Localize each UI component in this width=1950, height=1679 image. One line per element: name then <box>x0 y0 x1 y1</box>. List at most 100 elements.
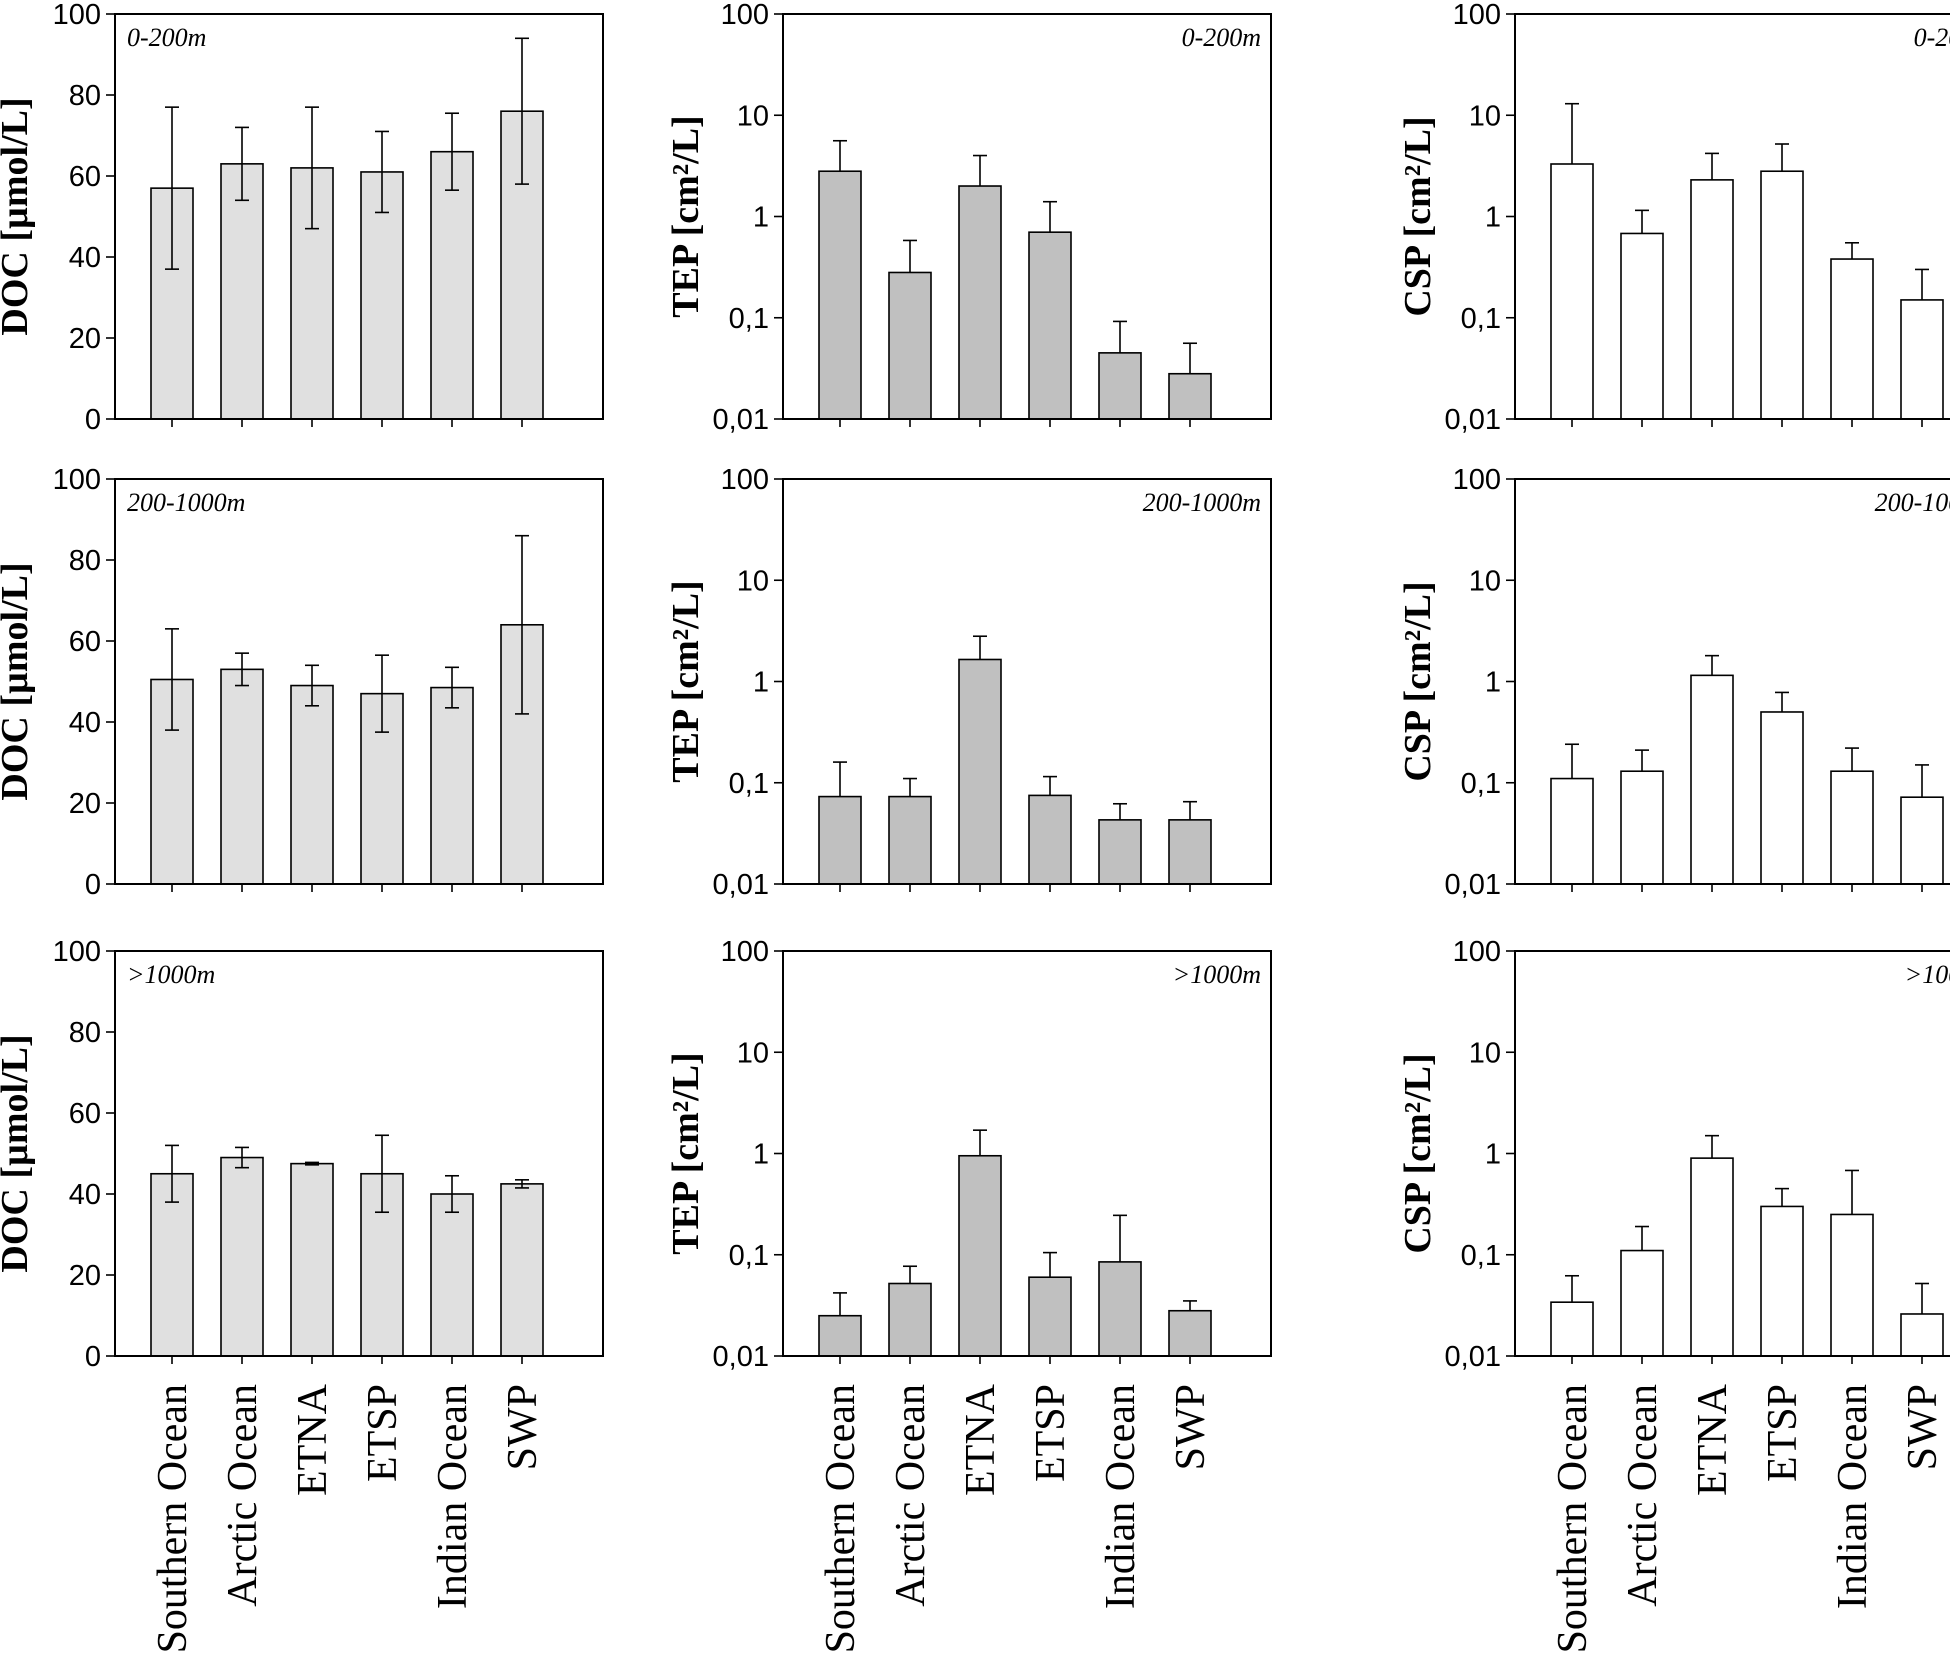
x-category-label: SWP <box>1168 1384 1214 1470</box>
y-tick-label: 0,1 <box>1461 303 1501 335</box>
x-category-label: Southern Ocean <box>150 1384 196 1653</box>
y-tick-label: 60 <box>69 1098 101 1130</box>
y-tick-label: 80 <box>69 545 101 577</box>
depth-label: 200-1000m <box>1143 488 1261 517</box>
panel-tep-0-200: 0,01 0,1 1 10 100 TEP [cm²/L] 0-200m <box>665 0 1272 436</box>
bar-tep <box>888 795 932 885</box>
panel-doc-0-200: 0 20 40 60 80 100 DOC [µmol/L] 0-200m <box>0 0 604 436</box>
bar-doc <box>430 1193 474 1357</box>
bar-tep <box>1028 231 1072 420</box>
bar-tep <box>1098 819 1142 885</box>
y-tick-label: 100 <box>1453 464 1501 496</box>
bar-tep <box>958 1154 1002 1357</box>
bar-tep <box>1168 372 1212 420</box>
bar-tep <box>888 271 932 420</box>
y-tick-label: 1 <box>1485 667 1501 699</box>
y-axis-label: CSP [cm²/L] <box>1397 581 1439 781</box>
y-tick-label: 0,1 <box>729 303 769 335</box>
y-tick-label: 0,01 <box>1445 404 1501 436</box>
y-tick-label: 100 <box>721 936 769 968</box>
y-tick-label: 0,01 <box>713 404 769 436</box>
y-tick-label: 60 <box>69 161 101 193</box>
bar-doc <box>430 150 474 420</box>
bar-tep <box>1098 352 1142 420</box>
bar-tep <box>1028 1276 1072 1357</box>
bar-csp <box>1760 1205 1804 1357</box>
depth-label: 0-200m <box>1914 23 1950 52</box>
x-category-label: Arctic Ocean <box>888 1384 934 1607</box>
x-category-label: Indian Ocean <box>1098 1384 1144 1609</box>
bar-tep <box>1028 794 1072 885</box>
y-tick-label: 1 <box>1485 1139 1501 1171</box>
y-tick-label: 100 <box>721 0 769 31</box>
x-category-label: ETNA <box>958 1383 1004 1496</box>
x-category-label: ETSP <box>1028 1384 1074 1482</box>
y-tick-label: 10 <box>1469 100 1501 132</box>
y-tick-label: 0 <box>85 1341 101 1373</box>
y-tick-label: 100 <box>1453 0 1501 31</box>
bar-csp <box>1830 1213 1874 1357</box>
bar-csp <box>1550 163 1594 420</box>
x-category-label: SWP <box>1900 1384 1946 1470</box>
y-tick-label: 0,01 <box>713 869 769 901</box>
bar-tep <box>818 170 862 420</box>
y-tick-label: 100 <box>1453 936 1501 968</box>
y-tick-label: 100 <box>53 936 101 968</box>
y-tick-label: 40 <box>69 707 101 739</box>
y-tick-label: 10 <box>737 1037 769 1069</box>
bar-csp <box>1900 1313 1944 1357</box>
y-tick-label: 80 <box>69 80 101 112</box>
y-tick-label: 10 <box>1469 565 1501 597</box>
y-axis-label: DOC [µmol/L] <box>0 562 36 800</box>
y-tick-label: 1 <box>753 667 769 699</box>
y-axis-label: TEP [cm²/L] <box>665 1052 707 1254</box>
bar-csp <box>1900 299 1944 420</box>
bar-tep <box>958 658 1002 885</box>
y-tick-label: 40 <box>69 242 101 274</box>
plot-frame <box>114 478 604 885</box>
depth-label: >1000m <box>1905 960 1950 989</box>
y-axis-label: CSP [cm²/L] <box>1397 1053 1439 1253</box>
y-tick-label: 0 <box>85 869 101 901</box>
bar-csp <box>1830 770 1874 885</box>
y-tick-label: 0 <box>85 404 101 436</box>
bar-csp <box>1690 1157 1734 1357</box>
plot-frame <box>114 13 604 420</box>
bar-tep <box>818 1314 862 1357</box>
bar-doc <box>220 163 264 420</box>
bar-csp <box>1900 796 1944 885</box>
x-category-label: Arctic Ocean <box>1620 1384 1666 1607</box>
y-axis-label: DOC [µmol/L] <box>0 97 36 335</box>
y-tick-label: 100 <box>721 464 769 496</box>
y-axis-label: DOC [µmol/L] <box>0 1034 36 1272</box>
y-tick-label: 60 <box>69 626 101 658</box>
y-tick-label: 40 <box>69 1179 101 1211</box>
bar-csp <box>1620 1249 1664 1357</box>
bar-doc <box>430 686 474 885</box>
bar-csp <box>1760 711 1804 885</box>
y-tick-label: 10 <box>737 100 769 132</box>
bar-csp <box>1620 232 1664 420</box>
bar-tep <box>1168 819 1212 885</box>
bar-csp <box>1760 170 1804 420</box>
bar-csp <box>1620 770 1664 885</box>
plot-frame <box>114 950 604 1357</box>
x-category-label: Indian Ocean <box>1830 1384 1876 1609</box>
bar-tep <box>888 1282 932 1357</box>
y-tick-label: 0,01 <box>1445 869 1501 901</box>
x-category-label: Southern Ocean <box>1550 1384 1596 1653</box>
bar-csp <box>1690 179 1734 420</box>
bar-csp <box>1550 777 1594 885</box>
bar-tep <box>958 185 1002 420</box>
depth-label: >1000m <box>127 960 215 989</box>
x-category-label: SWP <box>500 1384 546 1470</box>
depth-label: 0-200m <box>1182 23 1261 52</box>
x-category-label: ETSP <box>1760 1384 1806 1482</box>
bar-csp <box>1550 1301 1594 1357</box>
panel-doc-gt-1000: 0 20 40 60 80 100 DOC [µmol/L] >1000m Southern O… <box>0 936 604 1653</box>
panel-tep-gt-1000: 0,01 0,1 1 10 100 TEP [cm²/L] >1000m Southern O… <box>665 936 1272 1653</box>
y-tick-label: 100 <box>53 464 101 496</box>
y-tick-label: 100 <box>53 0 101 31</box>
bar-doc <box>220 1156 264 1357</box>
